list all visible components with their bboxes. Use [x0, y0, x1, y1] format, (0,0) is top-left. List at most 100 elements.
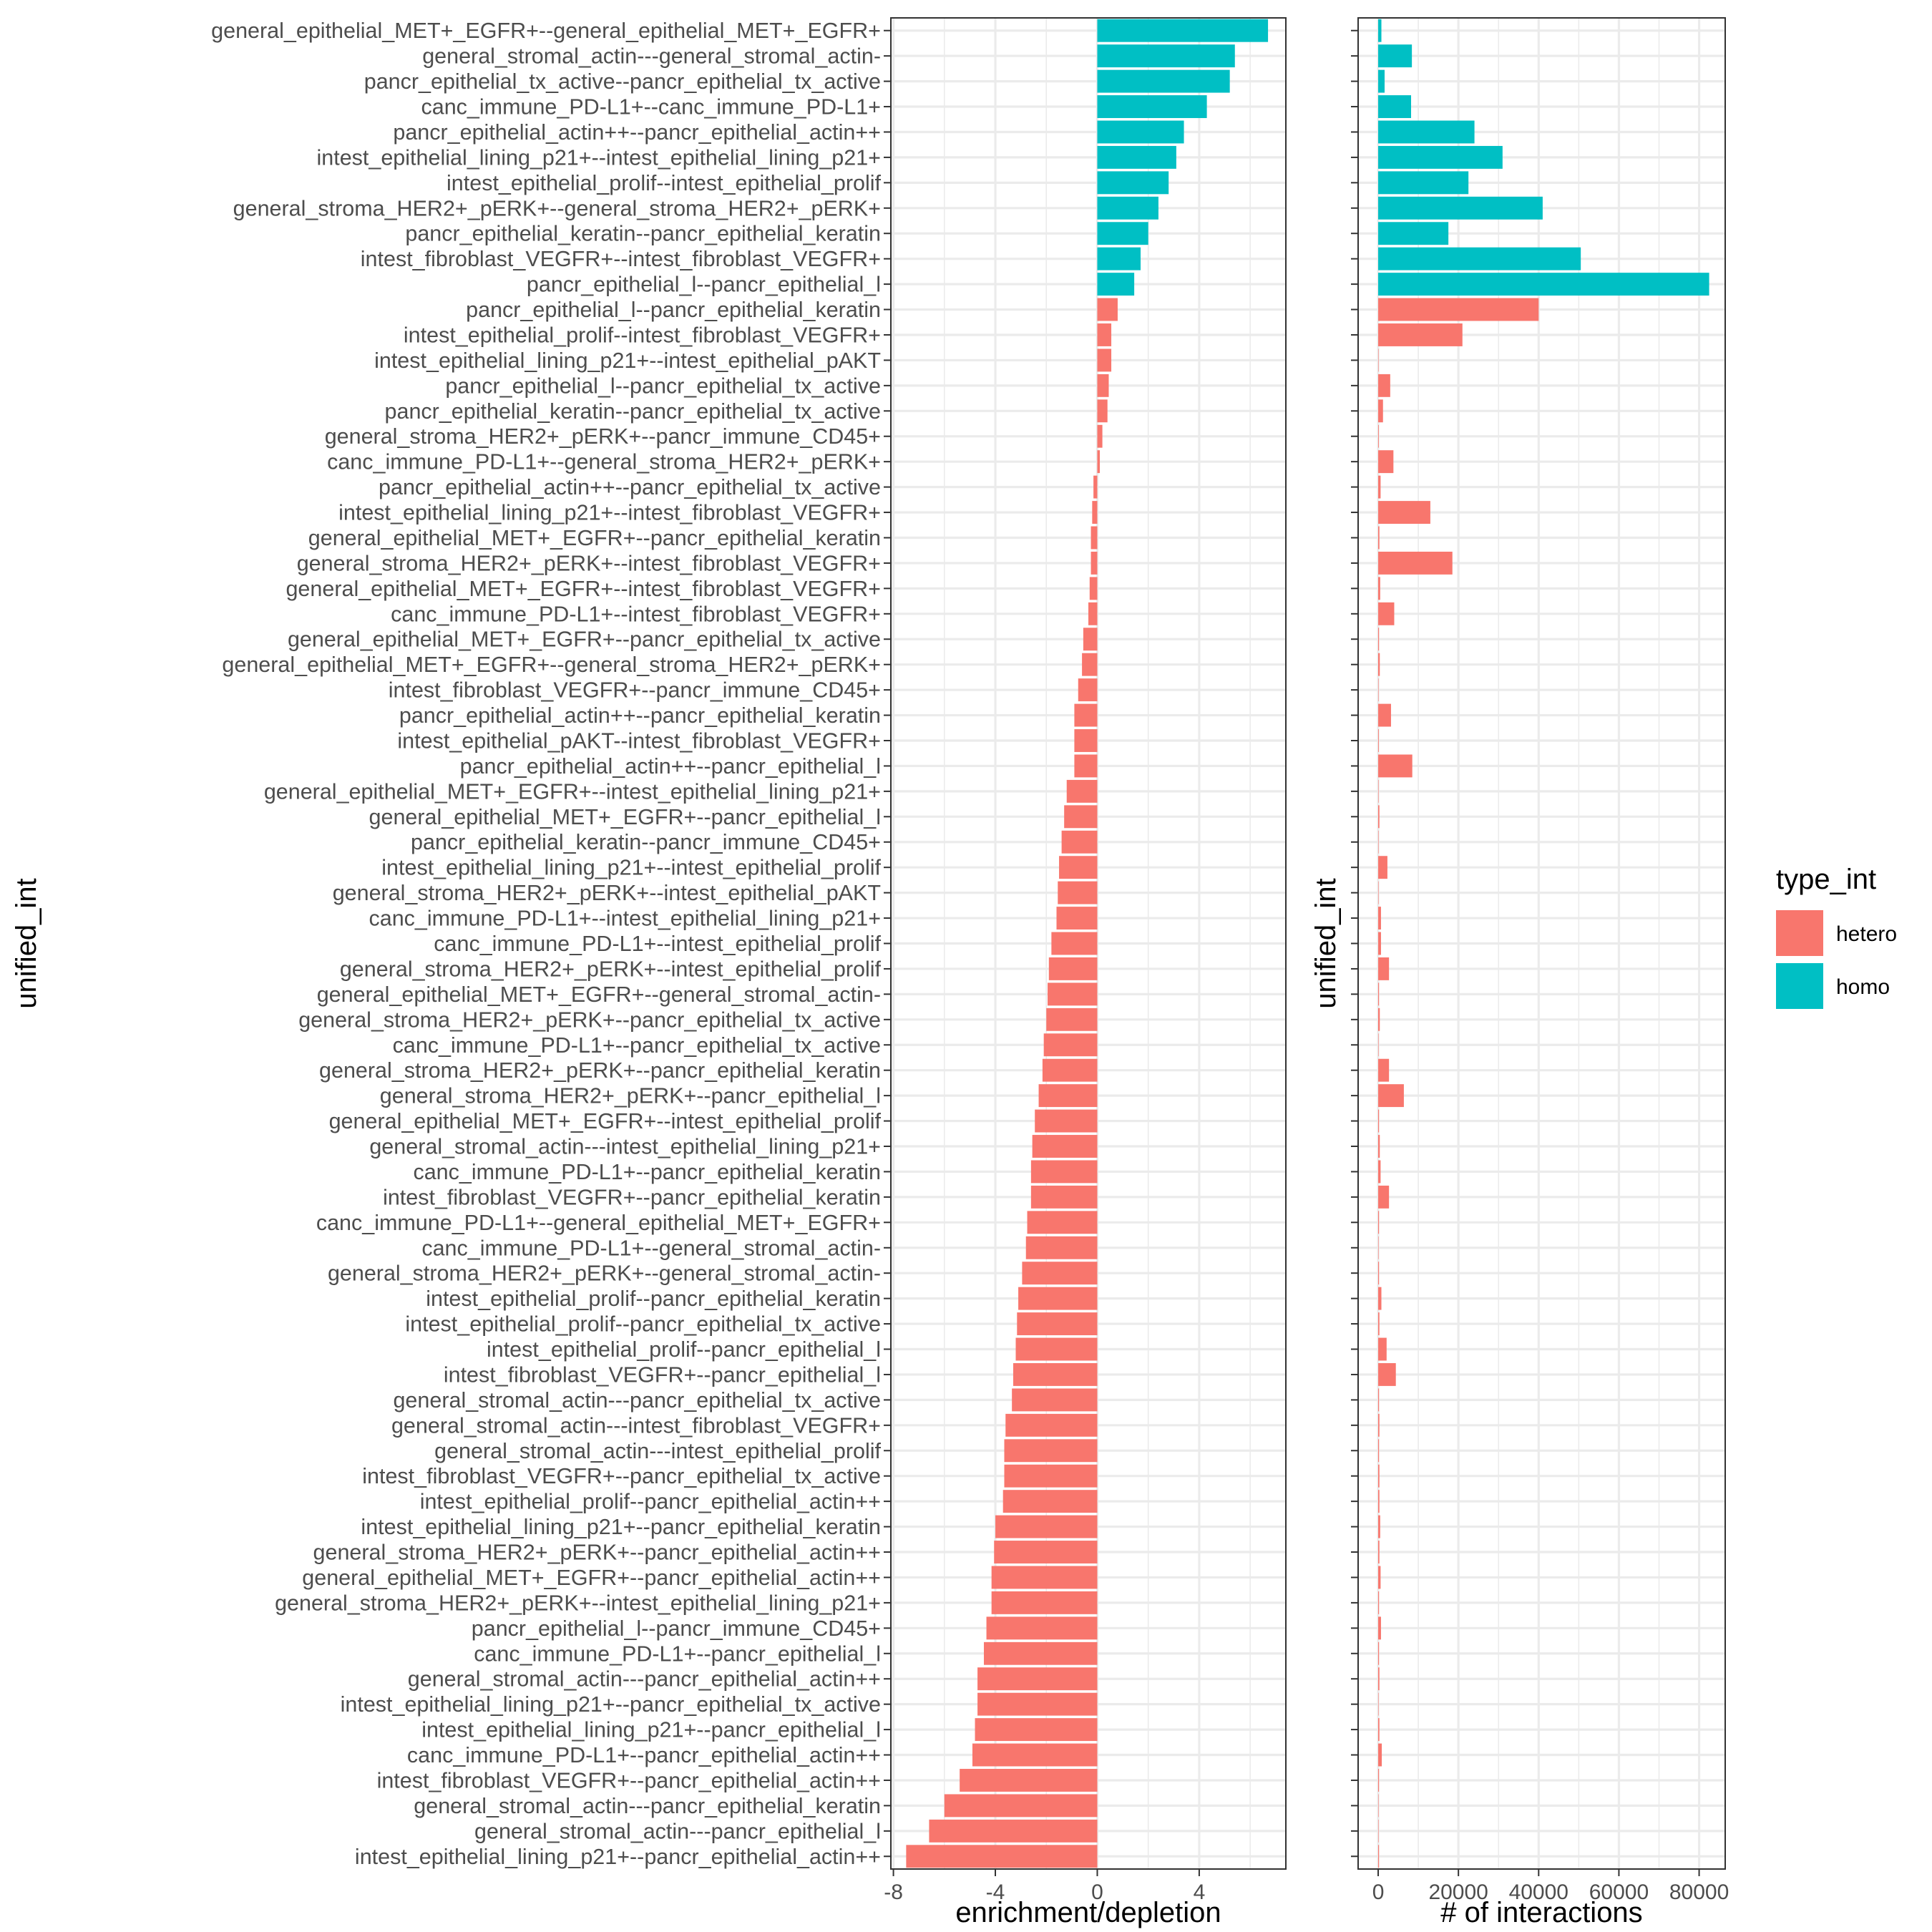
- interactions-bar: [1378, 932, 1381, 955]
- category-label: intest_epithelial_lining_p21+--intest_ep…: [374, 348, 881, 373]
- interactions-bar: [1378, 196, 1543, 220]
- legend-label-homo: homo: [1836, 975, 1890, 999]
- enrichment-bar: [1097, 145, 1176, 169]
- interactions-bar: [1378, 247, 1581, 270]
- category-label: general_stroma_HER2+_pERK+--pancr_epithe…: [313, 1541, 881, 1565]
- interactions-bar: [1378, 1616, 1381, 1640]
- enrichment-bar: [1074, 754, 1098, 778]
- interactions-bar: [1378, 44, 1413, 68]
- category-label: general_epithelial_MET+_EGFR+--general_s…: [222, 653, 881, 677]
- interactions-bar: [1378, 1058, 1390, 1082]
- legend-key-homo: [1776, 963, 1823, 1009]
- interactions-bar: [1378, 1008, 1380, 1031]
- interactions-bar: [1378, 729, 1379, 752]
- interactions-bar: [1378, 501, 1430, 524]
- enrichment-x-tick-label: -4: [986, 1880, 1005, 1904]
- enrichment-bars: [906, 19, 1269, 1868]
- interactions-bar: [1378, 1439, 1380, 1463]
- category-label: general_stromal_actin---pancr_epithelial…: [408, 1667, 881, 1692]
- interactions-bar: [1378, 703, 1391, 727]
- interactions-bar: [1378, 475, 1381, 499]
- interactions-bar: [1378, 348, 1379, 372]
- interactions-bar: [1378, 1718, 1380, 1742]
- enrichment-bar: [1082, 653, 1098, 676]
- enrichment-bar: [1002, 1490, 1098, 1513]
- enrichment-bar: [1083, 628, 1098, 651]
- interactions-bar: [1378, 1794, 1379, 1818]
- interactions-bar: [1378, 1692, 1379, 1716]
- category-label: pancr_epithelial_l--pancr_epithelial_tx_…: [445, 374, 881, 398]
- category-label: general_epithelial_MET+_EGFR+--pancr_epi…: [302, 1566, 881, 1590]
- category-label: canc_immune_PD-L1+--canc_immune_PD-L1+: [421, 95, 882, 119]
- enrichment-bar: [1027, 1211, 1098, 1234]
- category-label: general_epithelial_MET+_EGFR+--intest_fi…: [286, 577, 881, 601]
- enrichment-bar: [1091, 551, 1098, 575]
- category-label: general_stroma_HER2+_pERK+--general_stro…: [328, 1262, 881, 1286]
- interactions-bar: [1378, 222, 1449, 245]
- interactions-bar: [1378, 1337, 1387, 1361]
- interactions-bar: [1378, 856, 1387, 879]
- category-label: general_epithelial_MET+_EGFR+--pancr_epi…: [308, 526, 881, 550]
- category-label: general_epithelial_MET+_EGFR+--intest_ep…: [329, 1109, 882, 1133]
- enrichment-bar: [1074, 703, 1098, 727]
- category-label: general_stroma_HER2+_pERK+--intest_epith…: [340, 957, 882, 981]
- enrichment-bar: [1078, 678, 1098, 702]
- enrichment-bar: [977, 1692, 1098, 1716]
- enrichment-bar: [1091, 526, 1098, 550]
- interactions-bar: [1378, 1515, 1380, 1538]
- enrichment-bar: [1064, 805, 1098, 829]
- enrichment-bar: [1030, 1160, 1098, 1184]
- enrichment-bar: [1004, 1464, 1098, 1488]
- interactions-x-tick-label: 80000: [1669, 1880, 1729, 1904]
- category-label: general_stroma_HER2+_pERK+--intest_epith…: [275, 1591, 881, 1615]
- enrichment-bar: [994, 1541, 1098, 1563]
- enrichment-bar: [1048, 982, 1098, 1006]
- category-label: intest_epithelial_prolif--pancr_epitheli…: [426, 1287, 881, 1311]
- interactions-bar: [1378, 1413, 1380, 1437]
- enrichment-bar: [1097, 120, 1184, 144]
- interactions-bar: [1378, 171, 1469, 195]
- enrichment-bar: [1097, 95, 1207, 118]
- enrichment-bar: [1093, 475, 1098, 499]
- enrichment-bar: [1097, 374, 1109, 397]
- category-label: general_stroma_HER2+_pERK+--intest_fibro…: [297, 551, 881, 575]
- interactions-y-ticks: [1351, 29, 1358, 1858]
- interactions-bar: [1378, 1312, 1380, 1336]
- interactions-x-tick-label: 20000: [1428, 1880, 1488, 1904]
- enrichment-bar: [1097, 298, 1118, 321]
- category-label: general_stromal_actin---intest_epithelia…: [434, 1439, 881, 1463]
- interactions-bar: [1378, 1566, 1381, 1589]
- interactions-bar: [1378, 1084, 1404, 1108]
- category-label: pancr_epithelial_keratin--pancr_immune_C…: [411, 830, 881, 854]
- enrichment-bar: [1061, 830, 1098, 854]
- category-label: general_epithelial_MET+_EGFR+--general_s…: [317, 982, 881, 1007]
- category-label: pancr_epithelial_actin++--pancr_epitheli…: [379, 475, 881, 499]
- interactions-x-axis-title: # of interactions: [1440, 1897, 1642, 1928]
- enrichment-bar: [944, 1794, 1098, 1818]
- enrichment-x-ticks: -8 -4 0 4: [884, 1869, 1205, 1904]
- interactions-bar: [1378, 1667, 1380, 1691]
- interactions-bar: [1378, 678, 1379, 702]
- category-label: general_stroma_HER2+_pERK+--pancr_epithe…: [319, 1058, 881, 1083]
- enrichment-bar: [1066, 779, 1098, 803]
- enrichment-bar: [906, 1845, 1098, 1868]
- category-label: intest_epithelial_lining_p21+--pancr_epi…: [421, 1718, 881, 1742]
- interactions-bar: [1378, 399, 1383, 423]
- enrichment-bar: [1042, 1058, 1098, 1082]
- category-label: intest_fibroblast_VEGFR+--pancr_epitheli…: [377, 1768, 881, 1792]
- interactions-bar: [1378, 1033, 1379, 1057]
- enrichment-bar: [991, 1591, 1098, 1614]
- interactions-bar: [1378, 551, 1453, 575]
- category-label: pancr_epithelial_l--pancr_epithelial_ker…: [466, 298, 881, 322]
- enrichment-bar: [960, 1769, 1098, 1792]
- interactions-bar: [1378, 450, 1394, 474]
- category-label: intest_epithelial_lining_p21+--intest_ep…: [381, 856, 881, 880]
- category-label: general_stroma_HER2+_pERK+--pancr_immune…: [325, 424, 881, 449]
- category-label: canc_immune_PD-L1+--intest_epithelial_pr…: [434, 932, 881, 956]
- interactions-bar: [1378, 1363, 1396, 1386]
- enrichment-bar: [1097, 196, 1158, 220]
- category-label: intest_epithelial_pAKT--intest_fibroblas…: [397, 728, 881, 753]
- category-label: general_stroma_HER2+_pERK+--intest_epith…: [333, 881, 881, 905]
- enrichment-bar: [1017, 1312, 1098, 1336]
